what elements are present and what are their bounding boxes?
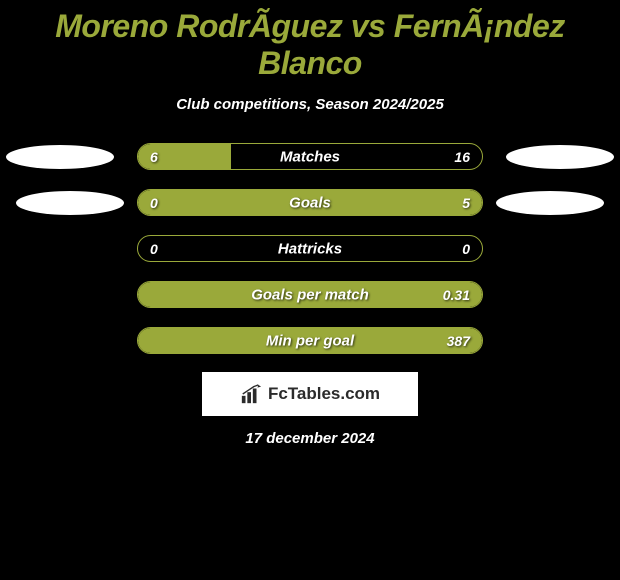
stat-value-left: 0	[150, 195, 158, 211]
stat-row-hattricks: 0 Hattricks 0	[0, 235, 620, 262]
stat-row-goals: 0 Goals 5	[0, 189, 620, 216]
stat-value-right: 0.31	[443, 287, 470, 303]
stat-value-right: 387	[447, 333, 470, 349]
player-left-ellipse	[16, 191, 124, 215]
stat-bar: Goals per match 0.31	[137, 281, 483, 308]
comparison-subtitle: Club competitions, Season 2024/2025	[0, 96, 620, 113]
stat-row-matches: 6 Matches 16	[0, 143, 620, 170]
stat-value-left: 6	[150, 149, 158, 165]
stat-label: Matches	[280, 148, 340, 165]
fctables-logo[interactable]: FcTables.com	[202, 372, 418, 416]
stat-label: Goals per match	[251, 286, 369, 303]
player-right-ellipse	[496, 191, 604, 215]
stats-container: 6 Matches 16 0 Goals 5 0 Hattricks 0	[0, 143, 620, 354]
player-right-ellipse	[506, 145, 614, 169]
stat-bar: 0 Hattricks 0	[137, 235, 483, 262]
logo-text: FcTables.com	[268, 384, 380, 404]
stat-bar: 0 Goals 5	[137, 189, 483, 216]
comparison-title: Moreno RodrÃ­guez vs FernÃ¡ndez Blanco	[0, 0, 620, 82]
stat-label: Goals	[289, 194, 331, 211]
stat-label: Min per goal	[266, 332, 354, 349]
stat-value-right: 5	[462, 195, 470, 211]
stat-row-min-per-goal: Min per goal 387	[0, 327, 620, 354]
stat-label: Hattricks	[278, 240, 342, 257]
stat-value-right: 0	[462, 241, 470, 257]
chart-icon	[240, 384, 262, 404]
stat-row-goals-per-match: Goals per match 0.31	[0, 281, 620, 308]
stat-bar: Min per goal 387	[137, 327, 483, 354]
date-label: 17 december 2024	[0, 430, 620, 447]
stat-value-left: 0	[150, 241, 158, 257]
player-left-ellipse	[6, 145, 114, 169]
stat-bar: 6 Matches 16	[137, 143, 483, 170]
stat-value-right: 16	[454, 149, 470, 165]
